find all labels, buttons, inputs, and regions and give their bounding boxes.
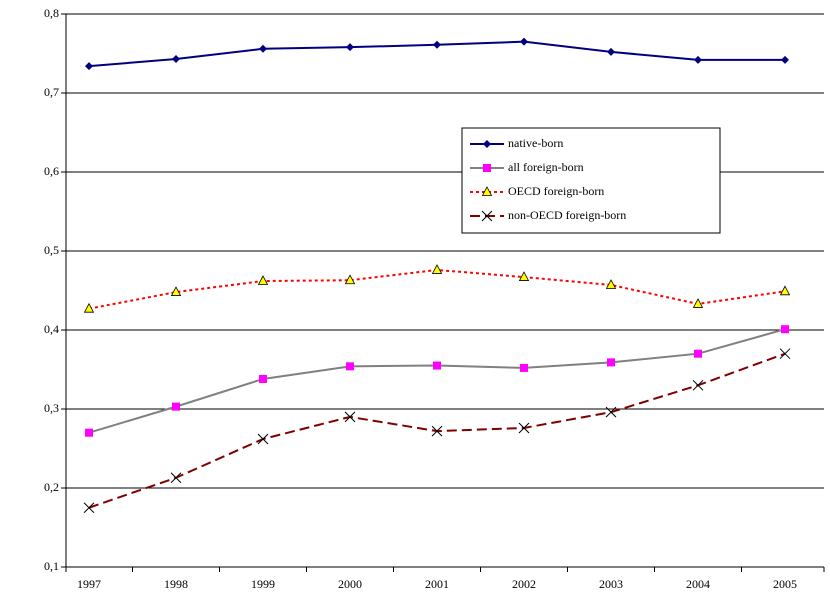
marker [172,55,180,64]
x-tick-label: 2003 [599,577,623,591]
marker [692,298,704,308]
x-tick-label: 2000 [338,577,362,591]
marker [481,210,493,222]
marker [605,279,617,289]
marker [607,47,615,56]
marker [518,422,530,434]
y-tick-label: 0,7 [44,85,59,99]
x-tick-label: 1997 [77,577,101,591]
marker [779,348,791,360]
marker [257,433,269,445]
marker [83,502,95,514]
marker [518,271,530,281]
marker [520,363,528,372]
marker [344,411,356,423]
marker [433,40,441,49]
marker [170,286,182,296]
marker [259,374,267,383]
marker [607,358,615,367]
x-tick-label: 2005 [773,577,797,591]
marker [170,472,182,484]
marker [431,425,443,437]
marker [605,406,617,418]
marker [781,55,789,64]
y-tick-label: 0,3 [44,401,59,415]
marker [694,349,702,358]
series-line [88,268,786,310]
x-tick-label: 2004 [686,577,710,591]
marker [481,186,493,196]
marker [346,362,354,371]
legend-label: non-OECD foreign-born [508,208,626,222]
x-tick-label: 1998 [164,577,188,591]
y-tick-label: 0,6 [44,164,59,178]
y-tick-label: 0,5 [44,243,59,257]
x-tick-label: 1999 [251,577,275,591]
marker [694,55,702,64]
marker [346,43,354,52]
y-tick-label: 0,1 [44,559,59,573]
marker [520,37,528,46]
x-tick-label: 2002 [512,577,536,591]
legend-label: native-born [508,136,563,150]
y-tick-label: 0,8 [44,6,59,20]
marker [431,264,443,274]
marker [483,140,491,148]
marker [779,285,791,296]
marker [172,402,180,411]
marker [483,164,491,172]
marker [83,302,95,313]
y-tick-label: 0,4 [44,322,59,336]
marker [344,274,356,285]
marker [85,428,93,437]
marker [259,44,267,53]
series-line [88,328,786,434]
y-tick-label: 0,2 [44,480,59,494]
marker [85,62,93,71]
legend-label: OECD foreign-born [508,184,604,198]
legend-box [461,127,721,234]
marker [781,325,789,334]
marker [257,275,269,285]
legend-label: all foreign-born [508,160,584,174]
x-tick-label: 2001 [425,577,449,591]
marker [433,361,441,370]
marker [692,379,704,391]
